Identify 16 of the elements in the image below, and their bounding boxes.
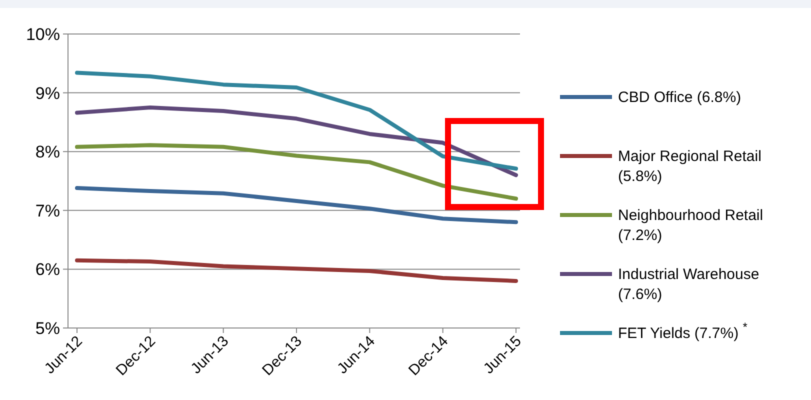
legend-label: Industrial Warehouse (7.6%) [618,266,760,303]
y-tick-label: 10% [26,24,60,44]
y-tick-label: 8% [35,142,60,162]
legend-label: Major Regional Retail (5.8%) [618,148,762,185]
line-series [75,143,518,201]
legend-label: Neighbourhood Retail (7.2%) [618,207,764,244]
line-series [75,258,518,283]
y-tick-label: 6% [35,260,60,280]
y-tick-label: 7% [35,201,60,220]
y-tick-label: 5% [35,318,60,338]
legend-label: FET Yields (7.7%) $^{*}$ [618,320,748,342]
legend-label: CBD Office (6.8%) [618,89,742,106]
line-series [75,186,518,224]
line-series [75,106,518,178]
y-tick-label: 9% [35,84,60,103]
line-series [75,70,518,171]
